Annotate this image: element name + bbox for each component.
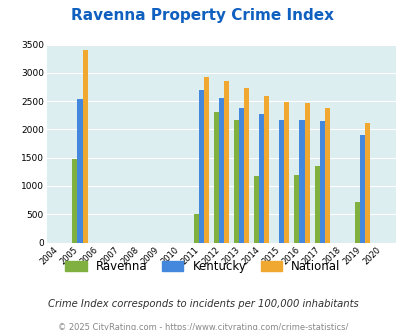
Text: Crime Index corresponds to incidents per 100,000 inhabitants: Crime Index corresponds to incidents per… <box>47 299 358 309</box>
Bar <box>264 96 269 243</box>
Bar <box>279 119 284 243</box>
Bar <box>284 102 289 243</box>
Bar <box>314 166 319 243</box>
Bar <box>218 98 223 243</box>
Bar <box>238 108 243 243</box>
Bar <box>82 50 87 243</box>
Bar <box>72 159 77 243</box>
Bar <box>233 119 238 243</box>
Bar <box>354 202 359 243</box>
Bar <box>223 81 228 243</box>
Bar <box>319 121 324 243</box>
Bar <box>364 123 369 243</box>
Text: © 2025 CityRating.com - https://www.cityrating.com/crime-statistics/: © 2025 CityRating.com - https://www.city… <box>58 323 347 330</box>
Bar <box>294 175 299 243</box>
Bar <box>304 103 309 243</box>
Bar <box>258 114 264 243</box>
Bar <box>243 88 248 243</box>
Bar <box>299 119 304 243</box>
Bar <box>254 176 258 243</box>
Bar <box>213 113 218 243</box>
Bar <box>359 135 364 243</box>
Bar <box>77 99 82 243</box>
Bar <box>203 77 208 243</box>
Text: Ravenna Property Crime Index: Ravenna Property Crime Index <box>71 8 334 23</box>
Bar <box>324 109 329 243</box>
Bar <box>193 214 198 243</box>
Bar <box>198 90 203 243</box>
Legend: Ravenna, Kentucky, National: Ravenna, Kentucky, National <box>65 260 340 273</box>
